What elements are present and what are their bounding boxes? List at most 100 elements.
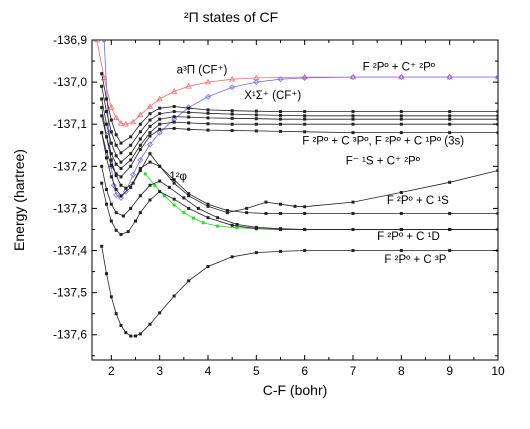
data-point bbox=[206, 204, 210, 208]
data-point bbox=[122, 120, 129, 127]
data-point bbox=[105, 135, 108, 139]
data-point bbox=[351, 249, 355, 253]
data-point bbox=[495, 74, 498, 81]
data-point bbox=[105, 156, 108, 160]
data-point bbox=[114, 154, 118, 158]
data-point bbox=[129, 185, 133, 189]
data-point bbox=[399, 131, 403, 135]
data-point bbox=[172, 115, 176, 119]
data-point bbox=[277, 76, 284, 83]
data-point bbox=[124, 331, 128, 335]
data-point bbox=[100, 84, 104, 88]
data-point bbox=[119, 183, 123, 187]
data-point bbox=[171, 87, 178, 94]
data-point bbox=[399, 122, 403, 126]
data-point bbox=[105, 122, 108, 126]
y-tick-label: -137,1 bbox=[53, 117, 87, 131]
data-point bbox=[122, 188, 129, 195]
data-point bbox=[100, 131, 104, 135]
data-point bbox=[399, 249, 403, 253]
data-point bbox=[279, 211, 282, 215]
data-point bbox=[129, 334, 133, 338]
chart-title: ²Π states of CF bbox=[184, 9, 278, 25]
data-point bbox=[206, 202, 210, 206]
data-point bbox=[496, 169, 498, 173]
data-point bbox=[303, 110, 307, 114]
data-point bbox=[100, 114, 104, 118]
data-point bbox=[349, 73, 357, 80]
data-point bbox=[206, 108, 210, 112]
data-point bbox=[245, 206, 249, 210]
data-point bbox=[119, 160, 123, 164]
data-point bbox=[158, 122, 162, 126]
data-point bbox=[448, 122, 452, 126]
data-point bbox=[230, 223, 234, 227]
y-tick-label: -137,6 bbox=[53, 328, 87, 342]
data-point bbox=[100, 164, 104, 168]
data-point bbox=[254, 225, 258, 229]
data-point bbox=[109, 152, 113, 156]
data-point bbox=[230, 129, 234, 133]
data-point bbox=[121, 214, 125, 218]
data-point bbox=[109, 202, 113, 206]
data-point bbox=[351, 122, 355, 126]
data-point bbox=[138, 169, 142, 173]
data-point bbox=[279, 227, 282, 231]
data-point bbox=[138, 211, 142, 215]
data-point bbox=[172, 126, 176, 130]
data-point bbox=[279, 249, 282, 253]
series-line bbox=[101, 246, 498, 337]
data-point bbox=[225, 209, 229, 213]
annotation-label: F ²Pº + C ³P bbox=[384, 254, 446, 266]
data-point bbox=[216, 216, 220, 220]
annotation-label: F ²Pº + C ¹D bbox=[377, 231, 440, 243]
data-point bbox=[167, 185, 171, 189]
data-point bbox=[279, 110, 282, 114]
data-point bbox=[216, 224, 220, 228]
annotation-label: F ²Pº + C⁺ ²Pº bbox=[363, 61, 436, 73]
data-point bbox=[172, 181, 176, 185]
data-point bbox=[105, 110, 108, 114]
data-point bbox=[129, 164, 133, 168]
data-point bbox=[109, 158, 113, 162]
data-point bbox=[129, 158, 133, 162]
data-point bbox=[496, 117, 498, 121]
data-point bbox=[119, 323, 123, 327]
data-point bbox=[148, 322, 152, 326]
data-point bbox=[448, 110, 452, 114]
data-point bbox=[185, 104, 192, 111]
data-point bbox=[279, 113, 282, 117]
y-tick-label: -137,3 bbox=[53, 201, 87, 215]
data-point bbox=[109, 175, 113, 179]
data-point bbox=[109, 163, 113, 167]
data-point bbox=[114, 162, 118, 166]
data-point bbox=[225, 211, 229, 215]
data-point bbox=[148, 118, 152, 122]
data-point bbox=[350, 74, 356, 81]
data-point bbox=[113, 114, 120, 121]
data-point bbox=[172, 294, 176, 298]
data-point bbox=[172, 197, 176, 201]
data-point bbox=[138, 332, 142, 336]
data-point bbox=[187, 194, 191, 198]
data-point bbox=[100, 105, 104, 109]
series-0 bbox=[93, 40, 498, 127]
data-point bbox=[279, 117, 282, 121]
data-point bbox=[254, 113, 258, 117]
data-point bbox=[182, 211, 186, 215]
data-point bbox=[196, 206, 200, 210]
data-point bbox=[138, 147, 142, 151]
data-point bbox=[105, 272, 108, 276]
data-point bbox=[230, 109, 234, 113]
annotation-label: F ²Pº + C ³Pº, F ²Pº + C ¹Pº (3s) bbox=[302, 135, 464, 147]
x-tick-label: 9 bbox=[446, 364, 453, 378]
data-point bbox=[293, 204, 297, 208]
data-point bbox=[93, 40, 100, 43]
series-11 bbox=[100, 84, 498, 155]
data-point bbox=[158, 190, 162, 194]
data-point bbox=[129, 152, 133, 156]
data-point bbox=[129, 143, 133, 147]
data-point bbox=[303, 130, 307, 134]
data-point bbox=[114, 143, 118, 147]
